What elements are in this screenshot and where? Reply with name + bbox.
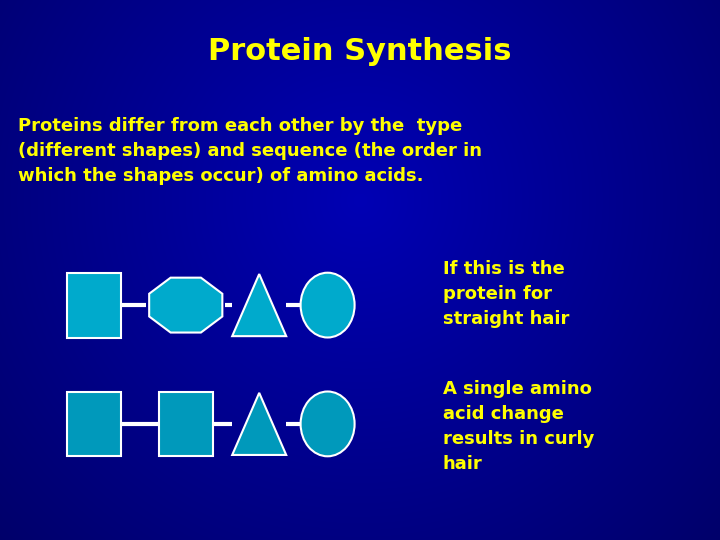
FancyBboxPatch shape xyxy=(66,392,121,456)
Text: A single amino
acid change
results in curly
hair: A single amino acid change results in cu… xyxy=(443,380,594,473)
FancyBboxPatch shape xyxy=(66,273,121,338)
Polygon shape xyxy=(149,278,222,333)
Ellipse shape xyxy=(301,392,355,456)
Text: Protein Synthesis: Protein Synthesis xyxy=(208,37,512,66)
Polygon shape xyxy=(232,274,287,336)
FancyBboxPatch shape xyxy=(158,392,213,456)
Ellipse shape xyxy=(301,273,355,338)
Text: If this is the
protein for
straight hair: If this is the protein for straight hair xyxy=(443,260,570,328)
Polygon shape xyxy=(232,393,287,455)
Text: Proteins differ from each other by the  type
(different shapes) and sequence (th: Proteins differ from each other by the t… xyxy=(18,117,482,185)
